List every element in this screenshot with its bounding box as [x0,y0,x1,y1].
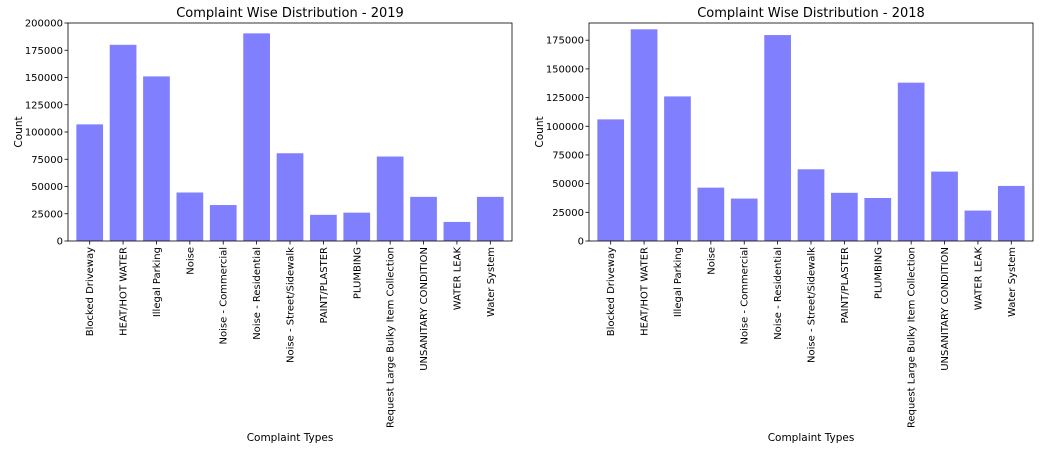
y-tick-label: 50000 [552,179,584,190]
x-tick-label: Blocked Driveway [85,247,96,336]
x-tick-label: Water System [1007,247,1018,317]
x-tick-label: PLUMBING [352,247,363,299]
bar [310,214,337,241]
bar [443,221,471,241]
y-tick-label: 125000 [546,93,584,104]
bar [831,192,858,241]
x-tick-label: Noise [706,247,717,275]
y-tick-label: 175000 [546,36,584,47]
x-tick-label: PLUMBING [873,247,884,299]
bar [730,198,758,241]
y-tick-label: 125000 [25,100,63,111]
bar [276,153,304,241]
bar [797,169,825,241]
x-tick-label: Noise - Street/Sidewalk [807,247,818,363]
x-axis-label: Complaint Types [768,432,855,444]
bar [764,35,791,241]
y-tick-label: 150000 [25,73,63,84]
bar [410,196,437,241]
x-tick-label: Noise - Commercial [740,247,751,345]
x-tick-label: Illegal Parking [673,247,684,317]
y-tick-label: 25000 [31,209,63,220]
bar [209,205,237,241]
bar [664,96,691,242]
chart-title: Complaint Wise Distribution - 2019 [176,6,404,21]
x-tick-label: HEAT/HOT WATER [640,247,651,336]
x-tick-label: PAINT/PLASTER [840,247,851,324]
y-tick-label: 0 [578,237,584,248]
x-tick-label: Noise - Street/Sidewalk [286,247,297,363]
y-tick-label: 50000 [31,182,63,193]
y-tick-label: 75000 [31,155,63,166]
bar [630,29,658,242]
x-tick-label: Noise - Residential [773,247,784,340]
bar [176,192,204,241]
bar [864,197,892,241]
bar [897,82,925,241]
x-tick-label: UNSANITARY CONDITION [940,247,951,371]
x-tick-label: WATER LEAK [973,247,984,311]
x-tick-label: PAINT/PLASTER [319,247,330,324]
y-tick-label: 200000 [25,19,63,30]
bar [931,171,958,241]
bar [697,187,725,241]
x-tick-label: Noise [185,247,196,275]
y-tick-label: 75000 [552,150,584,161]
x-tick-label: Water System [486,247,497,317]
bar [964,210,992,241]
y-tick-label: 175000 [25,46,63,57]
x-tick-label: Request Large Bulky Item Collection [386,247,397,428]
bar [243,33,270,241]
bar [376,156,404,241]
x-axis-label: Complaint Types [247,432,334,444]
bar [343,212,371,241]
x-tick-label: Noise - Commercial [219,247,230,345]
x-tick-label: Illegal Parking [152,247,163,317]
bar [597,119,625,241]
x-tick-label: HEAT/HOT WATER [119,247,130,336]
y-axis-label: Count [534,116,546,147]
bar [476,196,504,241]
y-tick-label: 25000 [552,208,584,219]
x-tick-label: Blocked Driveway [606,247,617,336]
x-tick-label: Request Large Bulky Item Collection [907,247,918,428]
y-axis-label: Count [13,116,25,147]
x-tick-label: UNSANITARY CONDITION [419,247,430,371]
y-tick-label: 100000 [546,122,584,133]
x-tick-label: WATER LEAK [452,247,463,311]
y-tick-label: 0 [57,237,63,248]
y-tick-label: 100000 [25,128,63,139]
bar [997,185,1025,241]
bar [109,44,137,241]
bar [76,124,104,241]
bar [143,76,170,241]
chart-title: Complaint Wise Distribution - 2018 [697,6,925,21]
x-tick-label: Noise - Residential [252,247,263,340]
y-tick-label: 150000 [546,64,584,75]
